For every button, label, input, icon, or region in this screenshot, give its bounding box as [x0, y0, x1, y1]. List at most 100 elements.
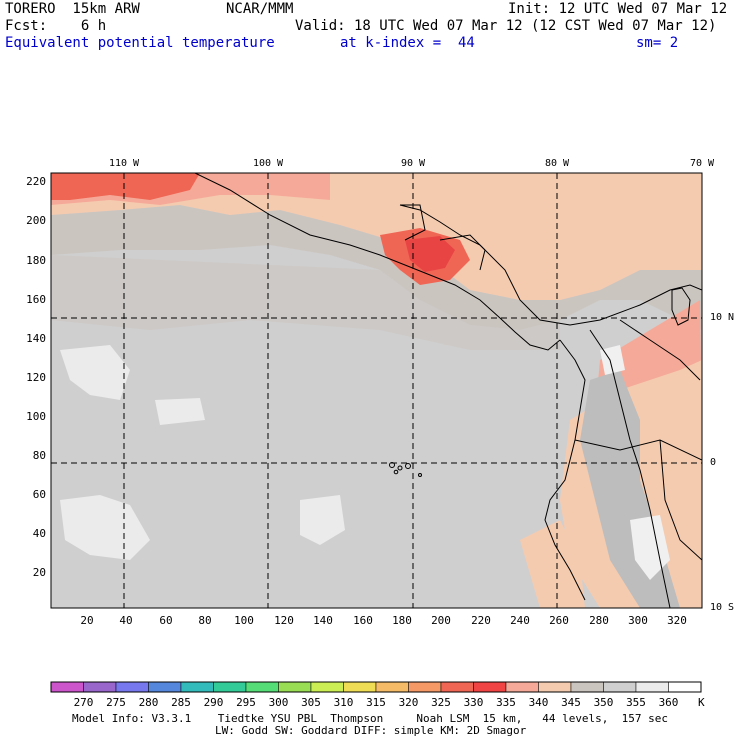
x-tick: 100: [234, 614, 254, 627]
x-tick: 40: [119, 614, 133, 627]
colorbar-swatch: [115, 681, 149, 693]
colorbar-label: 345: [561, 696, 581, 709]
x-tick: 320: [667, 614, 687, 627]
colorbar-swatch: [375, 681, 409, 693]
colorbar-swatch: [570, 681, 604, 693]
lon-label-80w: 80 W: [544, 158, 570, 169]
colorbar-swatch: [440, 681, 474, 693]
ocean-white-patch-2: [155, 398, 205, 425]
colorbar-swatch: [148, 681, 182, 693]
border-ecuador-peru: [574, 439, 702, 461]
x-tick: 20: [80, 614, 94, 627]
smoothing-label: sm= 2: [636, 35, 679, 51]
colorbar-unit: K: [698, 696, 705, 709]
ocean-darker-band: [51, 255, 560, 350]
colorbar-label: 300: [268, 696, 289, 709]
y-tick: 60: [32, 488, 46, 501]
level-label: at k-index = 44: [340, 35, 475, 51]
colorbar-swatch: [408, 681, 442, 693]
lat-label-10s: 10 S: [710, 602, 735, 613]
colorbar-swatch: [245, 681, 279, 693]
colorbar-label: 350: [593, 696, 614, 709]
colorbar-swatch: [180, 681, 214, 693]
colorbar-label: 320: [398, 696, 419, 709]
lake-maracaibo: [671, 287, 691, 326]
y-tick: 100: [26, 410, 46, 423]
coastline-caribbean: [399, 204, 702, 326]
colorbar-swatch: [635, 681, 669, 693]
colorbar-swatch: [603, 681, 637, 693]
colorbar-label: 330: [463, 696, 484, 709]
x-tick: 260: [549, 614, 569, 627]
colorbar-frame: [50, 681, 702, 693]
colorbar-swatch: [668, 681, 702, 693]
colorbar-swatch: [50, 681, 84, 693]
colorbar-label: 315: [366, 696, 386, 709]
colorbar-swatch: [213, 681, 247, 693]
lon-label-90w: 90 W: [400, 158, 426, 169]
x-tick: 180: [392, 614, 412, 627]
colorbar-swatch: [538, 681, 572, 693]
peru-coast-warm: [520, 520, 585, 608]
andes-white-1: [600, 345, 625, 375]
lat-label-10n: 10 N: [710, 312, 735, 323]
colorbar-label: 335: [496, 696, 516, 709]
ocean-white-patch-1: [60, 345, 130, 400]
colorbar-swatch: [505, 681, 539, 693]
init-time: Init: 12 UTC Wed 07 Mar 12: [508, 1, 728, 17]
lon-label-110w: 110 W: [108, 158, 140, 169]
x-tick: 280: [589, 614, 609, 627]
red-band-north: [51, 173, 200, 200]
colorbar-label: 310: [333, 696, 354, 709]
lat-lon-grid: [51, 173, 702, 608]
colorbar-swatch: [278, 681, 312, 693]
valid-time: Valid: 18 UTC Wed 07 Mar 12 (12 CST Wed …: [295, 18, 717, 34]
colorbar-label: 285: [171, 696, 191, 709]
colorbar-label: 305: [301, 696, 321, 709]
y-tick: 140: [26, 332, 46, 345]
map-frame: [50, 172, 703, 609]
lon-label-70w: 70 W: [689, 158, 715, 169]
coastline-mexico: [194, 173, 561, 351]
border-honduras: [439, 234, 486, 271]
center-name: NCAR/MMM: [226, 1, 294, 17]
colorbar-swatch: [343, 681, 377, 693]
colorbar-label: 270: [73, 696, 94, 709]
x-tick: 120: [274, 614, 294, 627]
border-colombia-venezuela: [619, 319, 701, 381]
border-andes: [589, 329, 671, 608]
colorbar-label: 280: [138, 696, 159, 709]
colorbar-swatch: [310, 681, 344, 693]
colorbar-label: 275: [106, 696, 126, 709]
model-info-line2: LW: Godd SW: Goddard DIFF: simple KM: 2D…: [215, 724, 527, 737]
colorbar-label: 340: [528, 696, 549, 709]
y-tick: 160: [26, 293, 46, 306]
x-tick: 60: [159, 614, 173, 627]
x-tick: 240: [510, 614, 530, 627]
x-tick: 160: [353, 614, 373, 627]
y-tick: 180: [26, 254, 46, 267]
x-tick: 300: [628, 614, 648, 627]
colorbar-label: 290: [203, 696, 224, 709]
x-tick: 220: [471, 614, 491, 627]
colorbar-swatch: [473, 681, 507, 693]
y-tick: 120: [26, 371, 46, 384]
x-tick: 140: [313, 614, 333, 627]
tan-band-north: [51, 173, 702, 300]
y-tick: 200: [26, 214, 46, 227]
border-brazil: [659, 439, 702, 561]
model-info-line1: Model Info: V3.3.1 Tiedtke YSU PBL Thomp…: [72, 712, 669, 725]
x-tick: 200: [431, 614, 451, 627]
y-tick: 40: [32, 527, 46, 540]
y-tick: 80: [32, 449, 46, 462]
andes-white-2: [630, 515, 670, 580]
model-name: TORERO 15km ARW: [5, 1, 140, 17]
colorbar-label: 360: [658, 696, 679, 709]
y-tick: 20: [32, 566, 46, 579]
y-tick: 220: [26, 175, 46, 188]
forecast-hour: Fcst: 6 h: [5, 18, 107, 34]
lat-label-0: 0: [710, 457, 717, 468]
field-name: Equivalent potential temperature: [5, 35, 275, 51]
